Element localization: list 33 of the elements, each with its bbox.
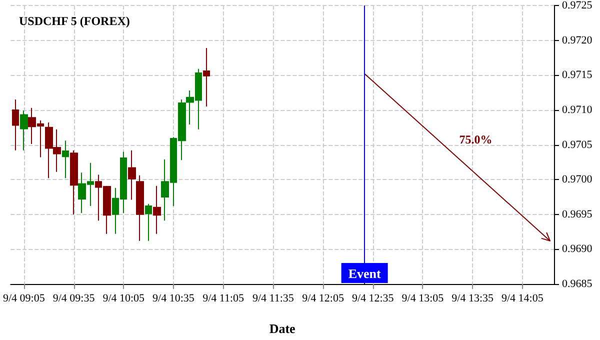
x-tick-label: 9/4 11:35 [252,292,294,304]
y-tick-label: 0.9685 [562,278,593,290]
candlestick [136,174,144,242]
annotation: 75.0% [459,132,492,146]
candlestick [203,47,210,107]
x-tick-label: 9/4 10:05 [102,292,146,304]
x-tick-label: 9/4 10:35 [152,292,195,304]
x-tick-label: 9/4 13:05 [402,292,444,304]
x-tick-label: 9/4 12:05 [302,292,344,304]
candlestick [145,203,152,242]
y-tick-label: 0.9710 [562,104,593,116]
y-tick-label: 0.9695 [562,208,593,220]
candlestick [128,150,136,200]
y-tick-label: 0.9715 [562,69,593,82]
x-tick-label: 9/4 14:05 [501,292,544,304]
text: USDCHF 5 (FOREX) [19,14,130,28]
candlestick [70,150,78,215]
candlestick [20,110,28,151]
x-tick-label: 9/4 12:35 [352,292,394,304]
x-tick-label: 9/4 09:05 [2,292,46,304]
y-tick-label: 0.9700 [562,174,593,186]
candlestick [153,185,161,234]
x-tick-label: 9/4 13:35 [452,292,494,304]
x-axis-title: Date [269,321,296,336]
x-tick-label: 9/4 09:35 [52,292,96,304]
y-tick-label: 0.9720 [562,34,593,46]
y-tick-label: 0.9705 [562,138,593,151]
ref-line-label: Event [348,266,382,281]
y-tick-label: 0.9690 [562,243,593,256]
candlestick [62,140,69,179]
x-tick-label: 9/4 11:05 [202,292,245,304]
candlestick [12,98,19,151]
y-tick-label: 0.9725 [562,0,593,12]
